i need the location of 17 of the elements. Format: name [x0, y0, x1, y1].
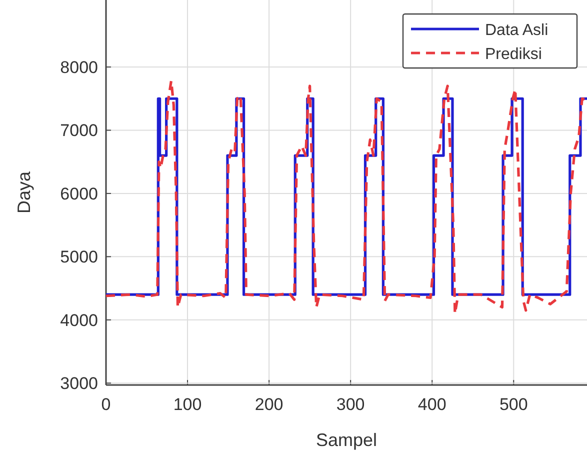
y-tick-label: 7000: [60, 121, 98, 140]
y-tick-label: 8000: [60, 58, 98, 78]
y-tick-label: 3000: [60, 374, 98, 394]
y-tick-label: 4000: [60, 310, 98, 330]
x-tick-label: 400: [418, 395, 446, 414]
legend-label: Prediksi: [485, 46, 542, 63]
line-series: [104, 80, 587, 315]
y-axis-title: Daya: [14, 170, 34, 214]
x-tick-label: 200: [254, 395, 284, 414]
x-tick-label: 500: [499, 395, 528, 414]
legend-label: Data Asli: [485, 22, 548, 39]
x-axis-title: Sampel: [316, 430, 378, 450]
y-tick-label: 6000: [60, 184, 98, 204]
x-tick-label: 0: [101, 395, 111, 414]
x-tick-label: 300: [336, 395, 365, 414]
y-tick-label: 5000: [60, 248, 98, 267]
x-tick-label: 100: [173, 395, 202, 414]
